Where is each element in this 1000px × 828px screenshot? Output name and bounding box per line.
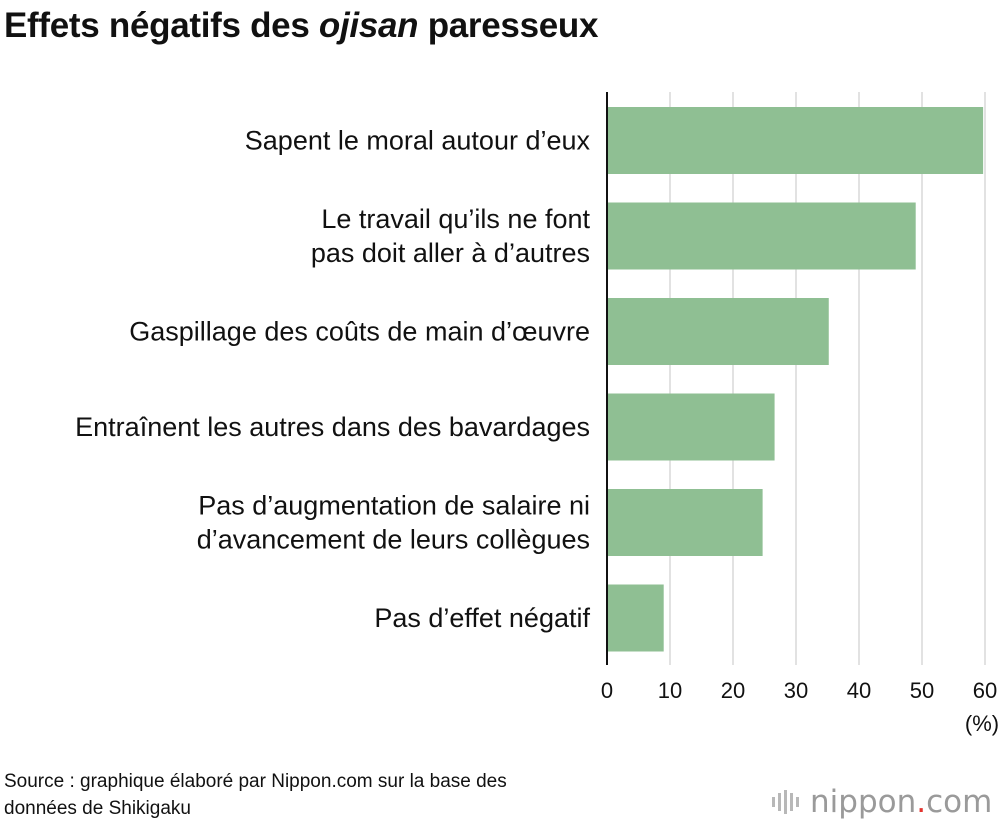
logo-bars-icon bbox=[772, 790, 802, 814]
source-line-1: Source : graphique élaboré par Nippon.co… bbox=[4, 771, 507, 792]
x-tick-label-20: 20 bbox=[721, 678, 745, 703]
bar-1 bbox=[607, 202, 916, 270]
bar-chart: Sapent le moral autour d’eux Le travail q… bbox=[75, 92, 999, 736]
source-line-2: données de Shikigaku bbox=[4, 798, 191, 819]
logo-dot: . bbox=[916, 784, 927, 820]
source-note: Source : graphique élaboré par Nippon.co… bbox=[4, 768, 507, 822]
category-label-1-0: Le travail qu’ils ne font bbox=[321, 204, 590, 234]
bar-3 bbox=[607, 393, 775, 461]
logo-name: nippon bbox=[810, 784, 917, 820]
chart-title: Effets négatifs des ojisan paresseux bbox=[4, 6, 598, 46]
category-label-2-0: Gaspillage des coûts de main d’œuvre bbox=[129, 317, 590, 347]
bar-0 bbox=[607, 107, 984, 174]
category-label-0-0: Sapent le moral autour d’eux bbox=[245, 126, 591, 156]
logo-tld: com bbox=[926, 784, 993, 820]
x-axis-unit-label: (%) bbox=[965, 711, 999, 736]
x-tick-label-40: 40 bbox=[847, 678, 871, 703]
nippon-logo: nippon. com bbox=[772, 784, 992, 820]
x-tick-label-60: 60 bbox=[973, 678, 997, 703]
x-tick-label-50: 50 bbox=[910, 678, 934, 703]
category-label-5-0: Pas d’effet négatif bbox=[374, 603, 590, 633]
x-tick-label-0: 0 bbox=[601, 678, 613, 703]
category-label-4-0: Pas d’augmentation de salaire ni bbox=[198, 491, 590, 521]
category-label-4-1: d’avancement de leurs collègues bbox=[197, 525, 590, 555]
x-tick-label-10: 10 bbox=[658, 678, 682, 703]
bar-2 bbox=[607, 298, 829, 365]
bar-5 bbox=[607, 584, 664, 652]
title-prefix: Effets négatifs des bbox=[4, 6, 319, 45]
bar-4 bbox=[607, 489, 763, 556]
title-suffix: paresseux bbox=[418, 6, 599, 45]
category-label-1-1: pas doit aller à d’autres bbox=[311, 238, 590, 268]
category-label-3-0: Entraînent les autres dans des bavardage… bbox=[75, 412, 590, 442]
title-italic: ojisan bbox=[318, 6, 419, 45]
x-tick-label-30: 30 bbox=[784, 678, 808, 703]
